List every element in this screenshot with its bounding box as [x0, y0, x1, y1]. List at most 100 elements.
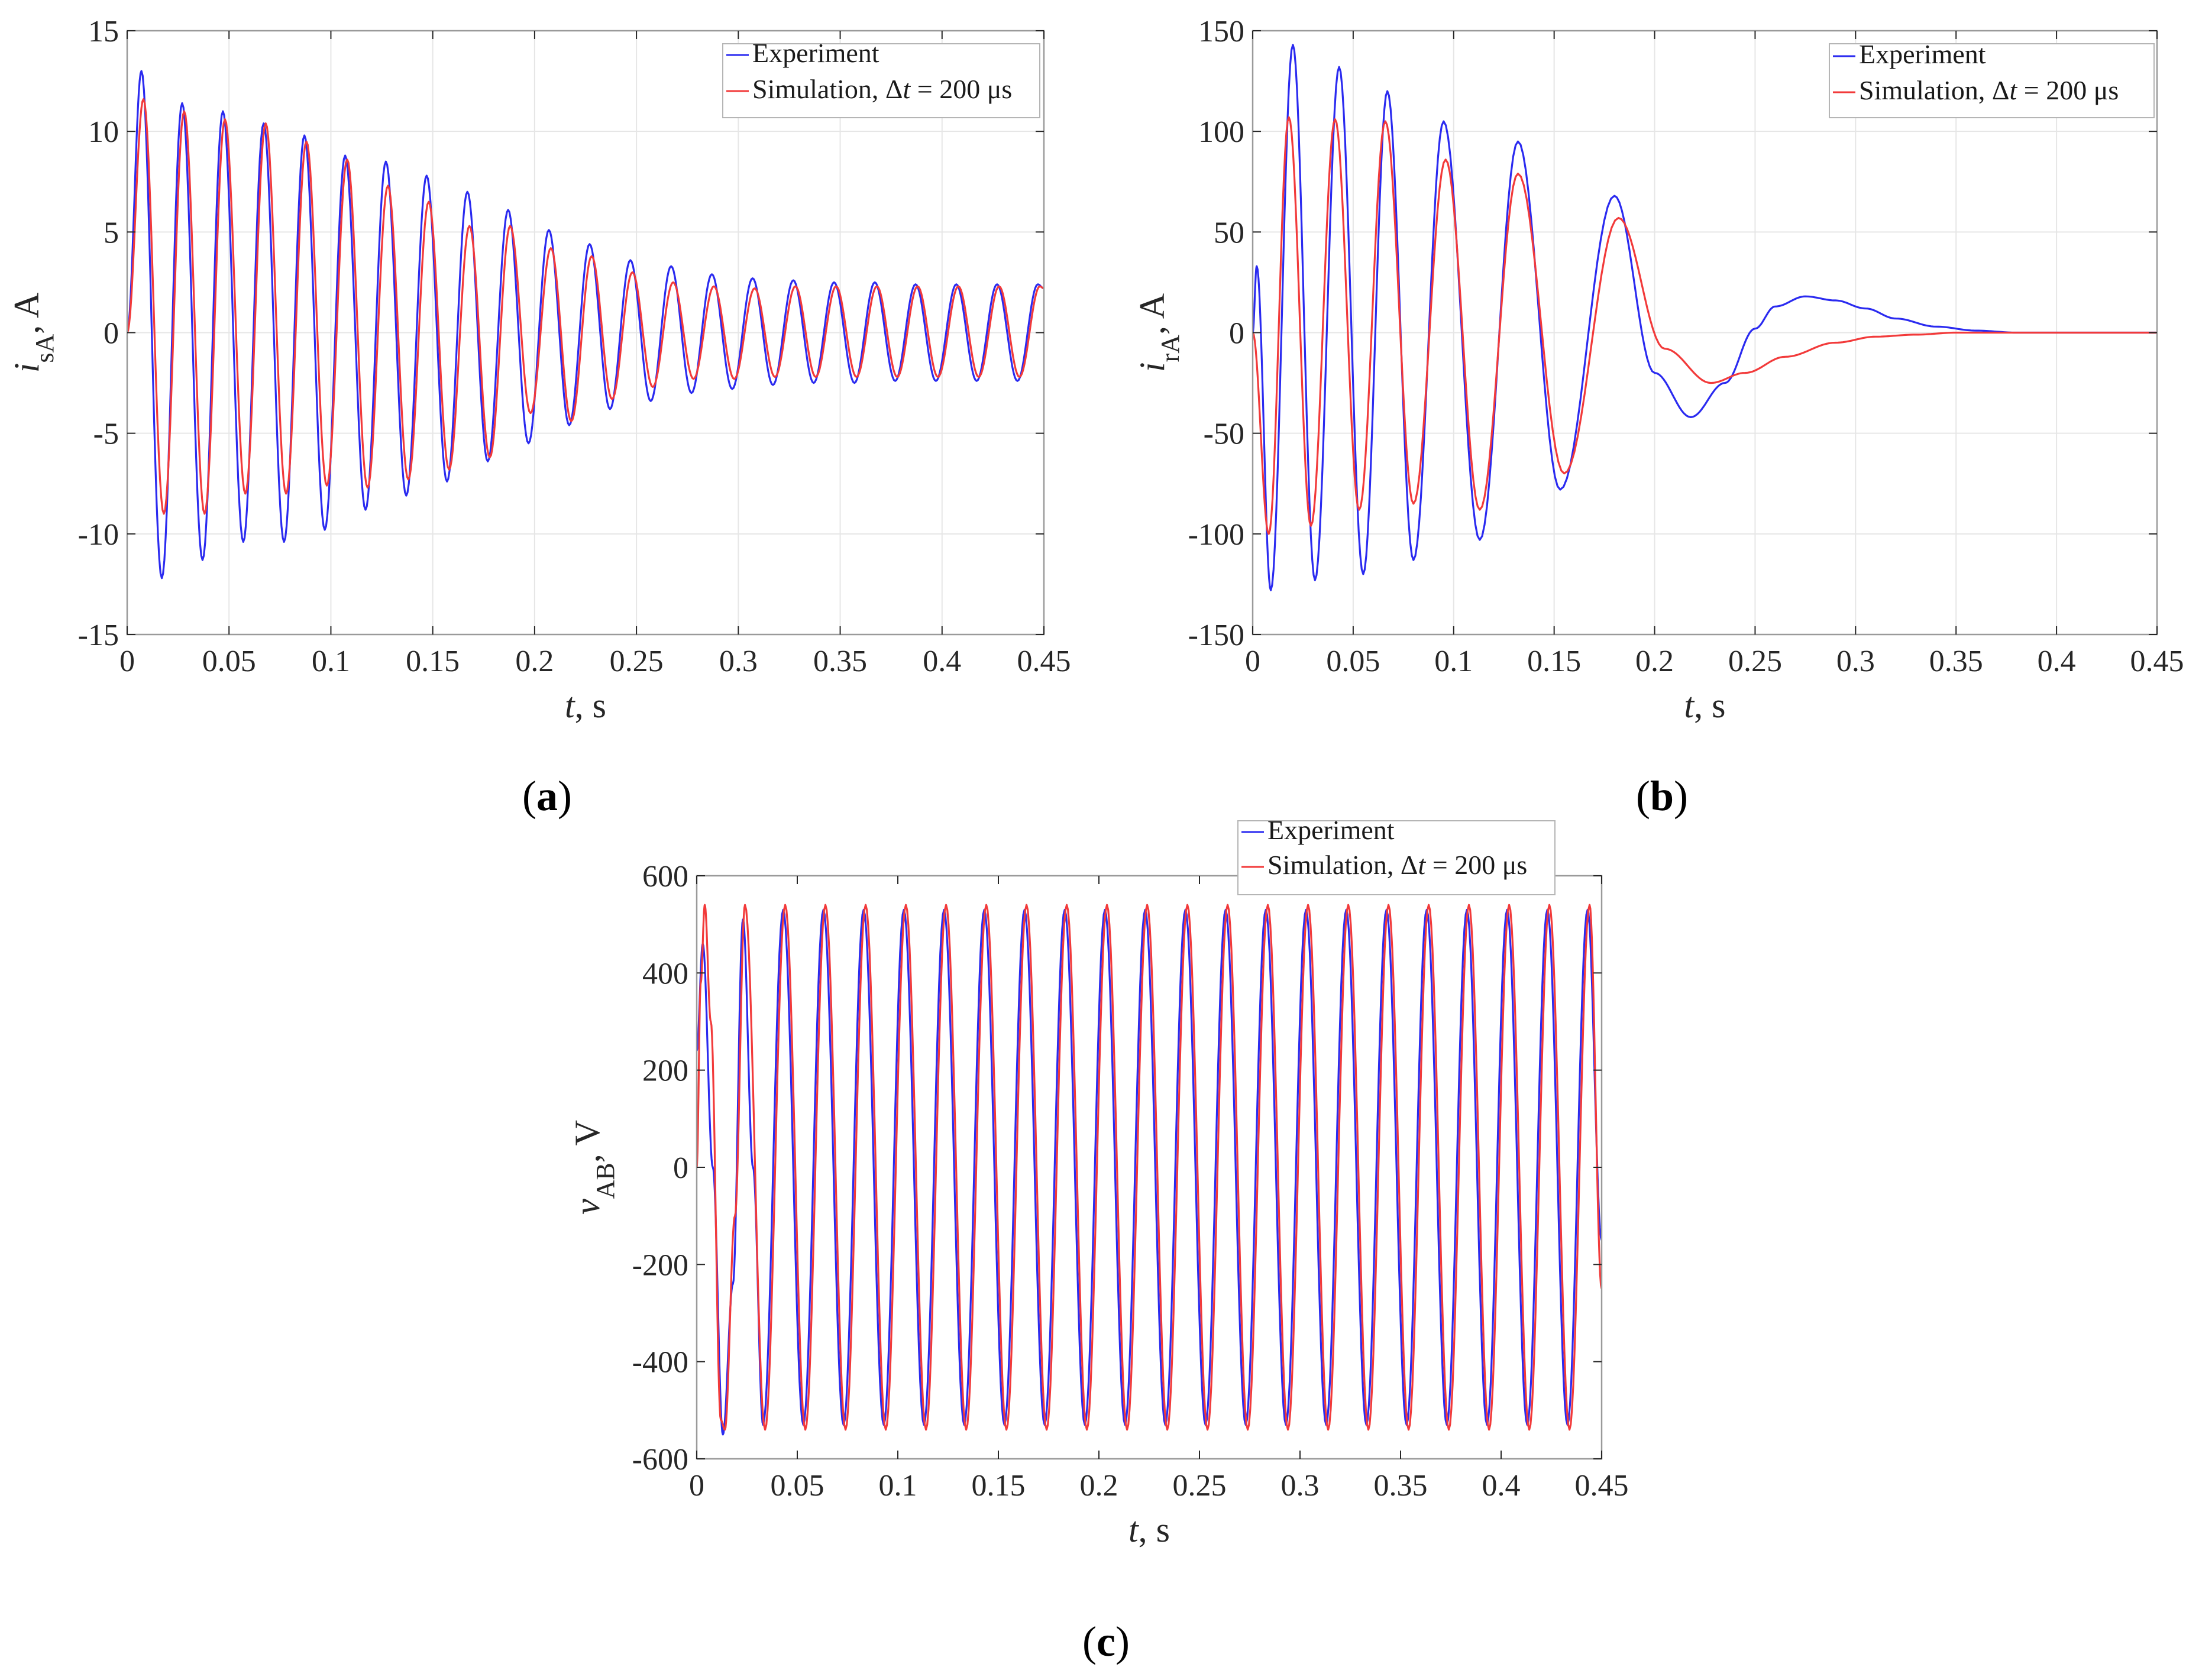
legend-label-experiment: Experiment — [752, 38, 879, 68]
legend-text-part: = 200 μs — [910, 74, 1012, 104]
series-line-experiment — [697, 908, 1602, 1436]
x-tick-label: 0 — [1245, 645, 1260, 678]
y-axis-label-sub: rA — [1156, 335, 1185, 362]
y-tick-label: -5 — [93, 417, 119, 451]
caption-paren: ( — [522, 772, 536, 820]
x-axis-label-unit: , s — [1139, 1510, 1170, 1549]
x-tick-label: 0.4 — [923, 645, 961, 678]
y-axis-label-sub: AB — [591, 1163, 620, 1199]
y-tick-label: -10 — [78, 518, 119, 552]
x-axis-label: t, s — [1128, 1510, 1170, 1549]
legend-box — [1829, 43, 2155, 118]
x-axis-label-var: t — [565, 686, 575, 725]
caption-paren: ( — [1082, 1618, 1097, 1665]
x-tick-label: 0.2 — [1080, 1469, 1118, 1503]
series-line-experiment — [1253, 44, 2157, 591]
x-tick-label: 0 — [119, 645, 135, 678]
series-line-experiment — [127, 70, 1044, 580]
y-tick-label: 0 — [1229, 317, 1244, 351]
x-tick-label: 0.05 — [202, 645, 256, 678]
y-tick-label: 0 — [104, 317, 119, 351]
series-line-simulation — [127, 98, 1044, 515]
x-tick-label: 0.25 — [1173, 1469, 1227, 1503]
y-tick-label: -400 — [632, 1346, 688, 1380]
x-tick-label: 0.15 — [1527, 645, 1581, 678]
y-axis-label-var: v — [568, 1199, 607, 1215]
y-axis-label: irA, A — [1133, 293, 1185, 372]
legend-text-part: = 200 μs — [2017, 75, 2119, 105]
panel-caption: (c) — [1082, 1618, 1130, 1665]
legend-box — [722, 43, 1040, 118]
legend-text-part: Simulation, Δ — [752, 74, 903, 104]
x-axis-label-var: t — [1684, 686, 1695, 725]
caption-paren: ) — [1115, 1618, 1130, 1665]
y-tick-label: -100 — [1188, 518, 1244, 552]
x-tick-label: 0.45 — [2130, 645, 2184, 678]
x-tick-label: 0.45 — [1575, 1469, 1629, 1503]
legend-text-var: t — [1418, 850, 1426, 880]
series-line-simulation — [697, 904, 1602, 1431]
y-tick-label: 50 — [1214, 216, 1244, 250]
x-axis-label-var: t — [1128, 1510, 1139, 1549]
x-tick-label: 0.05 — [771, 1469, 824, 1503]
x-axis-label-unit: , s — [1694, 686, 1725, 725]
x-tick-label: 0.35 — [1929, 645, 1983, 678]
chart-panel-c: 0 0.05 0.1 0.15 0.2 0.25 0.3 0.35 0.4 0.45 -600 -40… — [568, 815, 1629, 1665]
y-tick-label: -50 — [1204, 417, 1244, 451]
x-tick-label: 0.1 — [312, 645, 350, 678]
caption-paren: ( — [1636, 772, 1650, 820]
panel-caption: (b) — [1636, 772, 1688, 820]
x-tick-label: 0.05 — [1326, 645, 1380, 678]
legend-label-simulation: Simulation, Δt = 200 μs — [752, 74, 1012, 104]
x-tick-label: 0.35 — [813, 645, 867, 678]
legend: Experiment Simulation, Δt = 200 μs — [1829, 39, 2155, 118]
x-tick-label: 0.4 — [2038, 645, 2076, 678]
y-axis-label-unit: , A — [7, 293, 46, 334]
legend-text-var: t — [2009, 75, 2017, 105]
legend-text-var: t — [903, 74, 911, 104]
y-tick-label: 15 — [88, 15, 119, 48]
y-tick-label: 10 — [88, 115, 119, 149]
y-tick-label: -150 — [1188, 619, 1244, 652]
x-tick-label: 0.3 — [719, 645, 758, 678]
y-tick-label: 600 — [642, 860, 688, 894]
legend-text-part: Simulation, Δ — [1267, 850, 1418, 880]
caption-letter: c — [1097, 1618, 1115, 1665]
x-tick-label: 0.45 — [1017, 645, 1071, 678]
caption-paren: ) — [1674, 772, 1688, 820]
panel-caption: (a) — [522, 772, 572, 820]
x-tick-label: 0.15 — [972, 1469, 1026, 1503]
caption-letter: b — [1650, 772, 1674, 820]
x-tick-label: 0.25 — [610, 645, 664, 678]
x-tick-label: 0.25 — [1728, 645, 1782, 678]
caption-paren: ) — [558, 772, 572, 820]
y-axis-label-unit: , V — [568, 1120, 607, 1163]
legend-label-experiment: Experiment — [1267, 815, 1395, 845]
y-tick-label: 150 — [1198, 15, 1244, 48]
x-axis-label-unit: , s — [575, 686, 606, 725]
legend: Experiment Simulation, Δt = 200 μs — [1237, 815, 1556, 895]
x-tick-label: 0.3 — [1281, 1469, 1320, 1503]
y-axis-label: isA, A — [7, 293, 59, 373]
legend-text-part: Simulation, Δ — [1859, 75, 2009, 105]
legend: Experiment Simulation, Δt = 200 μs — [722, 38, 1040, 118]
x-tick-label: 0.1 — [1434, 645, 1473, 678]
legend-label-experiment: Experiment — [1859, 39, 1986, 69]
legend-text-part: = 200 μs — [1425, 850, 1527, 880]
x-tick-label: 0.2 — [1635, 645, 1674, 678]
y-axis-label-sub: sA — [30, 334, 59, 363]
legend-box — [1237, 820, 1556, 895]
y-tick-label: 400 — [642, 957, 688, 990]
x-tick-label: 0.3 — [1836, 645, 1875, 678]
x-tick-label: 0 — [689, 1469, 704, 1503]
y-axis-label: vAB, V — [568, 1120, 620, 1215]
legend-label-simulation: Simulation, Δt = 200 μs — [1267, 850, 1527, 880]
y-tick-label: -15 — [78, 619, 119, 652]
y-tick-label: -200 — [632, 1248, 688, 1282]
x-axis-label: t, s — [1684, 686, 1725, 725]
y-tick-label: 5 — [104, 216, 119, 250]
legend-label-simulation: Simulation, Δt = 200 μs — [1859, 75, 2119, 105]
x-tick-label: 0.35 — [1374, 1469, 1428, 1503]
x-tick-label: 0.1 — [879, 1469, 917, 1503]
